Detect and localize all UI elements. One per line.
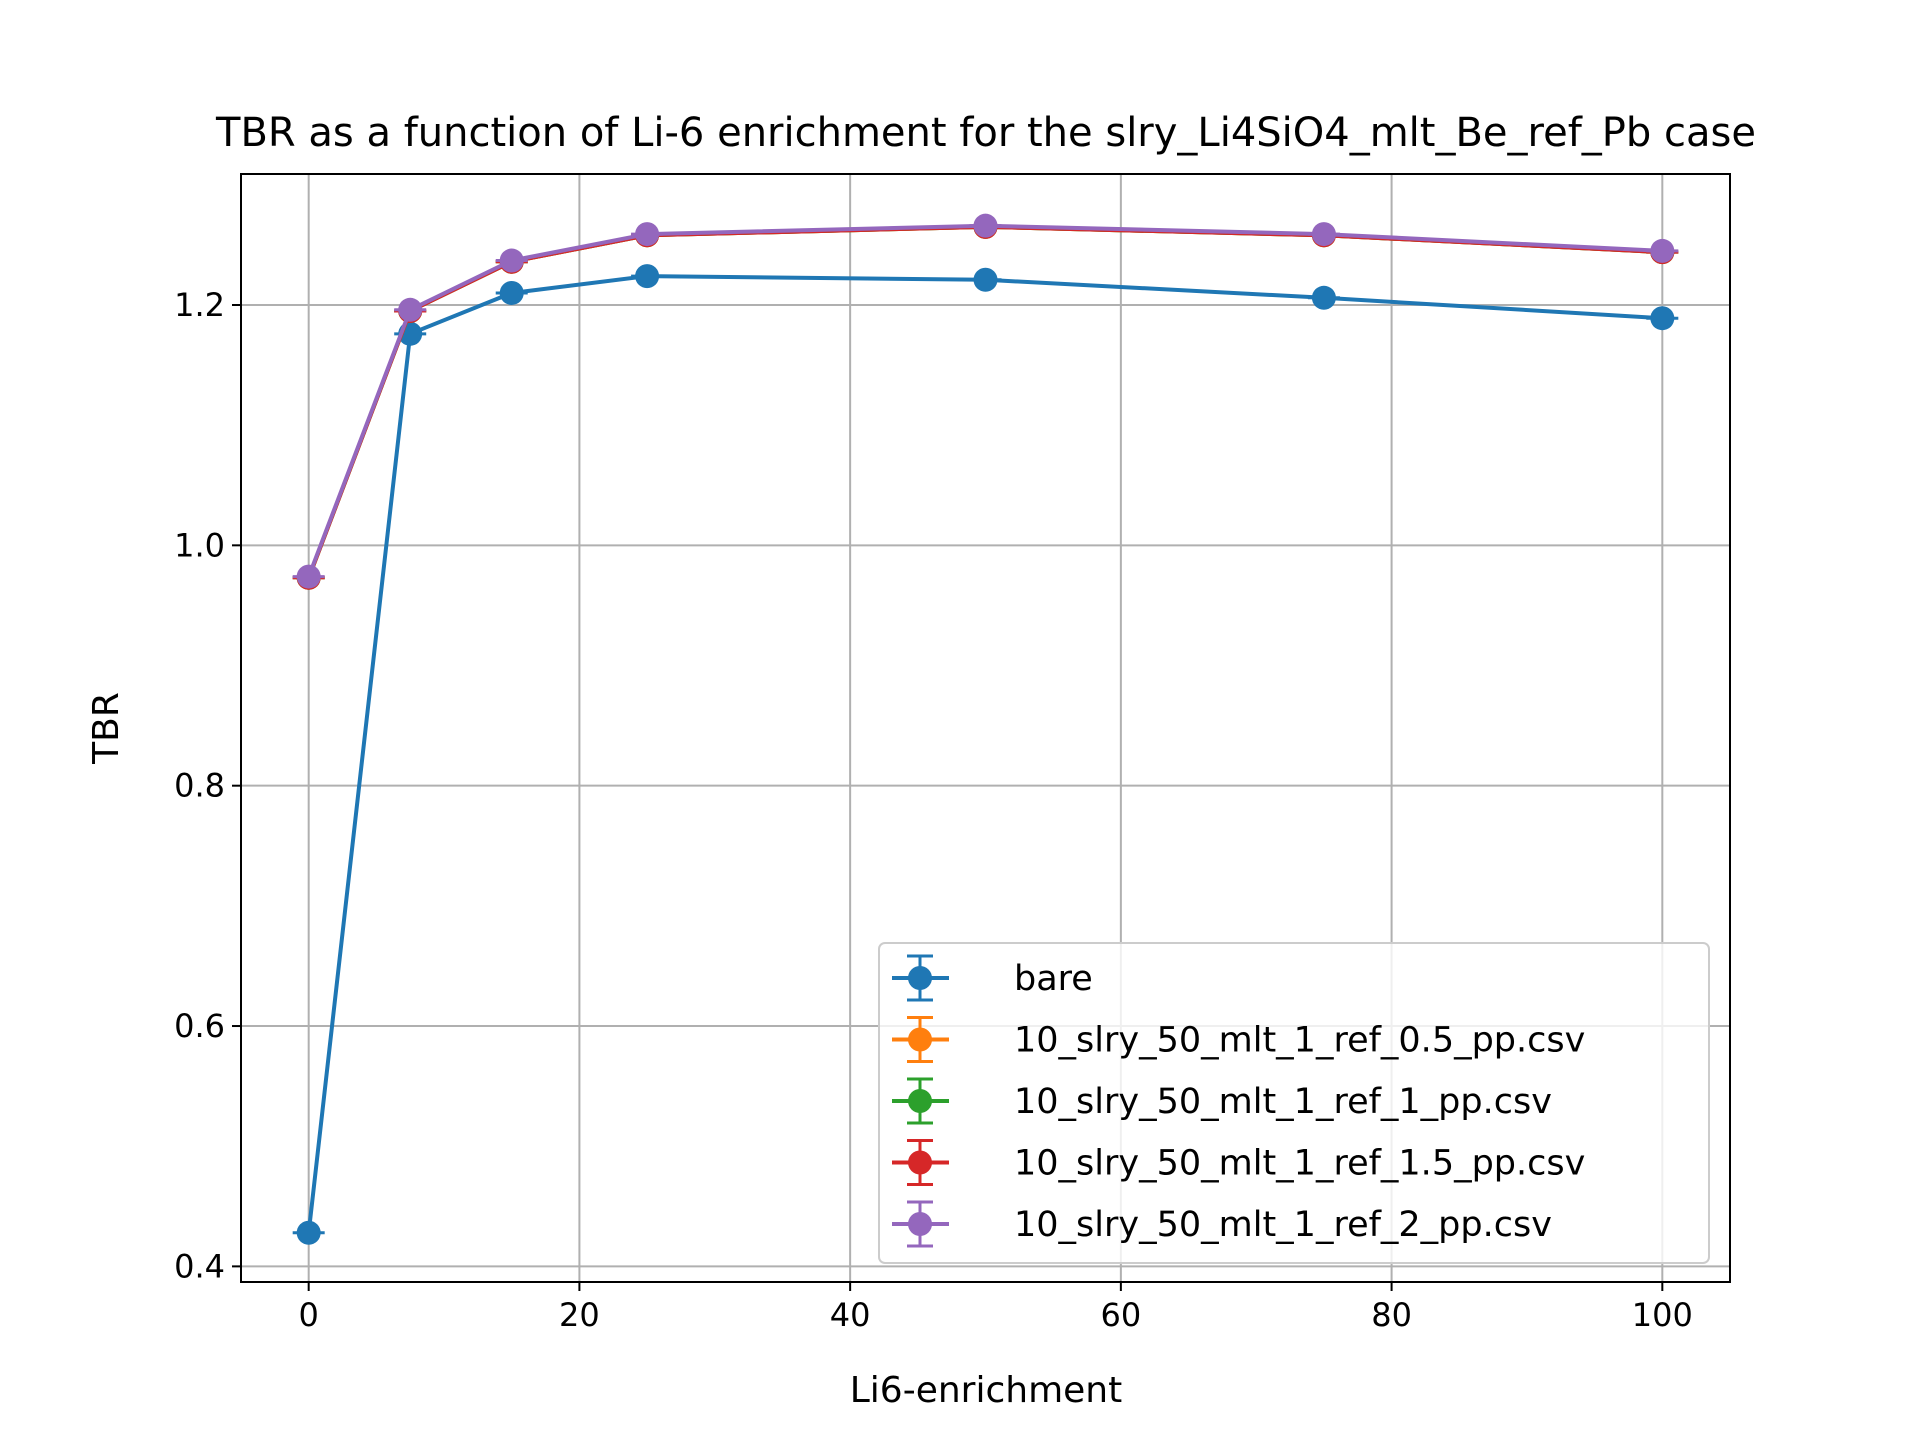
data-point	[398, 297, 423, 322]
plot-area-frame	[240, 173, 1731, 1283]
grid-lines	[241, 174, 1730, 1282]
legend-label: 10_slry_50_mlt_1_ref_2_pp.csv	[1014, 1205, 1552, 1245]
y-tick-label: 0.8	[174, 767, 225, 805]
legend-item: 10_slry_50_mlt_1_ref_2_pp.csv	[892, 1200, 1552, 1248]
series-0	[292, 264, 1679, 1245]
legend-marker	[908, 966, 932, 990]
data-point	[499, 248, 524, 273]
x-tick-label: 0	[299, 1296, 319, 1334]
legend-item: 10_slry_50_mlt_1_ref_1_pp.csv	[892, 1077, 1552, 1125]
chart-title: TBR as a function of Li-6 enrichment for…	[215, 110, 1756, 156]
legend-marker	[908, 1027, 932, 1052]
x-tick-label: 60	[1101, 1296, 1142, 1334]
legend-marker	[908, 1089, 932, 1113]
data-point	[296, 1220, 321, 1245]
data-point	[296, 564, 321, 589]
legend-label: 10_slry_50_mlt_1_ref_1_pp.csv	[1014, 1082, 1552, 1122]
data-point	[1650, 306, 1675, 331]
x-tick-label: 80	[1371, 1296, 1412, 1334]
y-tick-label: 0.4	[174, 1247, 225, 1285]
legend-item: bare	[892, 954, 1093, 1002]
axis-ticks: 0 20 40 60 80 100 0.4 0.6 0.8 1.0 1.2	[174, 286, 1693, 1334]
y-axis-label: TBR	[86, 692, 127, 765]
x-axis-label: Li6-enrichment	[850, 1370, 1122, 1411]
y-tick-label: 1.0	[174, 526, 225, 564]
series-layer	[292, 213, 1679, 1245]
x-tick-label: 20	[559, 1296, 600, 1334]
data-point	[973, 213, 998, 238]
data-point	[499, 280, 524, 305]
x-tick-label: 40	[830, 1296, 871, 1334]
data-point	[1311, 222, 1336, 247]
series-4	[292, 213, 1679, 589]
legend-label: 10_slry_50_mlt_1_ref_1.5_pp.csv	[1014, 1144, 1585, 1184]
y-tick-label: 0.6	[174, 1007, 225, 1045]
legend-marker	[908, 1212, 932, 1236]
legend-label: bare	[1014, 959, 1093, 999]
legend-item: 10_slry_50_mlt_1_ref_0.5_pp.csv	[892, 1016, 1585, 1063]
legend-label: 10_slry_50_mlt_1_ref_0.5_pp.csv	[1014, 1021, 1585, 1061]
y-tick-label: 1.2	[174, 286, 225, 324]
data-point	[1650, 238, 1675, 263]
data-point	[635, 222, 660, 247]
legend: bare 10_slry_50_mlt_1_ref_0.5_pp.csv 10_sl…	[878, 942, 1710, 1264]
legend-item: 10_slry_50_mlt_1_ref_1.5_pp.csv	[892, 1139, 1585, 1186]
data-point	[973, 267, 998, 292]
x-tick-label: 100	[1632, 1296, 1693, 1334]
legend-box	[878, 942, 1710, 1264]
data-point	[1311, 285, 1336, 310]
legend-marker	[908, 1150, 932, 1175]
data-point	[635, 264, 660, 289]
